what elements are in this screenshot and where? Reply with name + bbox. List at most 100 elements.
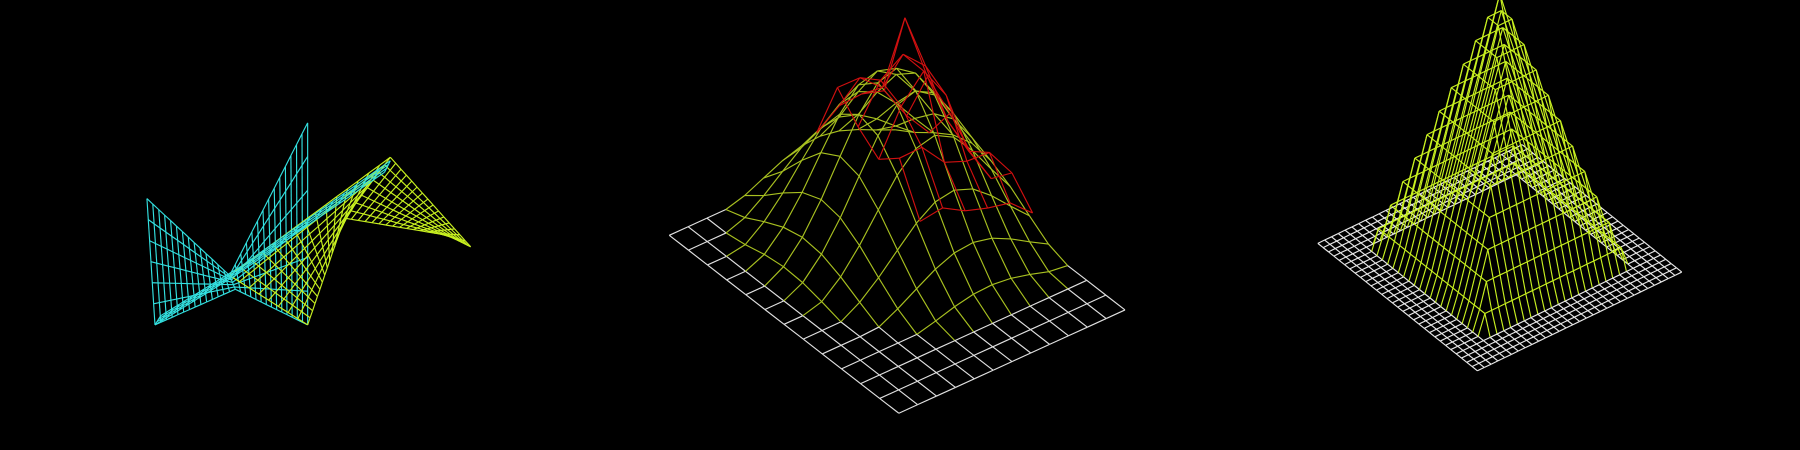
pyramid-line bbox=[1519, 339, 1527, 344]
pyramid-line bbox=[1494, 97, 1503, 103]
pyramid-line bbox=[1507, 239, 1515, 269]
pyramid-line bbox=[1469, 240, 1478, 269]
hill-line bbox=[745, 285, 765, 296]
pyramid-line bbox=[1337, 233, 1344, 239]
hill-line bbox=[974, 369, 994, 380]
sheet-line bbox=[246, 242, 254, 253]
pyramid-line bbox=[1450, 188, 1459, 194]
pyramid-line bbox=[1356, 227, 1365, 232]
hill-line bbox=[859, 277, 879, 303]
pyramid-line bbox=[1498, 44, 1505, 65]
pyramid-line bbox=[1376, 255, 1383, 261]
pyramid-line bbox=[1592, 311, 1601, 316]
sheet-line bbox=[379, 156, 391, 166]
sheet-line bbox=[332, 231, 339, 240]
sheet-line bbox=[252, 234, 259, 244]
pyramid-line bbox=[1506, 145, 1514, 150]
sheet-line bbox=[209, 280, 217, 286]
sheet-line bbox=[367, 187, 374, 192]
hill-line bbox=[858, 245, 880, 278]
sheet-line bbox=[459, 234, 466, 242]
pyramid-line bbox=[1417, 296, 1424, 302]
pyramid-line bbox=[1338, 259, 1345, 266]
pyramid-line bbox=[1647, 284, 1655, 290]
sheet-line bbox=[305, 261, 313, 270]
pyramid-line bbox=[1663, 266, 1670, 272]
pyramid-line bbox=[1657, 266, 1665, 271]
hill-line bbox=[878, 308, 899, 328]
pyramid-line bbox=[1582, 203, 1590, 233]
pyramid-line bbox=[1476, 343, 1483, 349]
pyramid-line bbox=[1505, 146, 1512, 176]
pyramid-line bbox=[1359, 250, 1366, 256]
sheet-line bbox=[332, 239, 337, 247]
pyramid-line bbox=[1586, 314, 1594, 319]
hill-line bbox=[1029, 297, 1050, 307]
pyramid-line bbox=[1493, 117, 1501, 123]
hill-line bbox=[935, 348, 956, 365]
pyramid-line bbox=[1521, 229, 1529, 234]
pyramid-line bbox=[1479, 149, 1488, 178]
pyramid-line bbox=[1570, 177, 1577, 207]
pyramid-line bbox=[1422, 151, 1430, 172]
sheet-line bbox=[226, 280, 233, 283]
pyramid-line bbox=[1410, 174, 1417, 196]
pyramid-line bbox=[1557, 180, 1565, 186]
hill-line bbox=[935, 320, 956, 342]
pyramid-line bbox=[1465, 331, 1473, 336]
sheet-line bbox=[248, 265, 260, 275]
hill-line bbox=[668, 234, 689, 251]
sheet-line bbox=[315, 211, 328, 221]
pyramid-line bbox=[1438, 313, 1446, 319]
sheet-line bbox=[159, 300, 166, 304]
sheet-line bbox=[182, 296, 189, 299]
pyramid-line bbox=[1514, 338, 1521, 344]
pyramid-line bbox=[1492, 278, 1500, 308]
pyramid-line bbox=[1517, 168, 1526, 173]
pyramid-line bbox=[1533, 333, 1541, 338]
pyramid-line bbox=[1540, 120, 1547, 126]
pyramid-line bbox=[1395, 283, 1403, 289]
pyramid-line bbox=[1575, 179, 1583, 202]
sheet-line bbox=[309, 225, 319, 235]
pyramid-line bbox=[1555, 315, 1563, 320]
pyramid-line bbox=[1458, 132, 1467, 161]
sheet-line bbox=[312, 303, 316, 311]
hill-line bbox=[860, 383, 881, 399]
hill-line bbox=[802, 315, 823, 331]
sheet-line bbox=[260, 301, 267, 306]
sheet-line bbox=[185, 270, 192, 273]
pyramid-line bbox=[1566, 270, 1574, 275]
sheet-line bbox=[205, 253, 213, 260]
sheet-line bbox=[222, 273, 229, 279]
sheet-line bbox=[259, 272, 266, 276]
pyramid-line bbox=[1377, 217, 1385, 222]
sheet-line bbox=[338, 195, 351, 205]
pyramid-line bbox=[1482, 217, 1490, 246]
pyramid-line bbox=[1536, 190, 1545, 196]
sheet-line bbox=[300, 304, 306, 312]
pyramid-line bbox=[1413, 189, 1420, 195]
sheet-line bbox=[189, 306, 196, 311]
sheet-line bbox=[158, 314, 166, 320]
sheet-line bbox=[191, 271, 198, 275]
sheet-line bbox=[314, 296, 318, 304]
pyramid-line bbox=[1506, 14, 1515, 37]
pyramid-line bbox=[1439, 337, 1448, 342]
sheet-line bbox=[349, 187, 362, 197]
pyramid-line bbox=[1501, 94, 1510, 99]
pyramid-line bbox=[1472, 331, 1479, 337]
pyramid-line bbox=[1542, 90, 1549, 96]
pyramid-line bbox=[1485, 281, 1493, 311]
hill-line bbox=[991, 237, 1011, 240]
pyramid-line bbox=[1563, 308, 1570, 314]
pyramid-line bbox=[1583, 298, 1590, 304]
sheet-line bbox=[252, 249, 265, 259]
pyramid-line bbox=[1553, 162, 1560, 168]
sheet-line bbox=[176, 297, 183, 300]
pyramid-line bbox=[1449, 318, 1458, 324]
pyramid-line bbox=[1588, 302, 1596, 308]
sheet-line bbox=[160, 316, 168, 322]
pyramid-line bbox=[1570, 304, 1577, 311]
sheet-line bbox=[396, 196, 404, 202]
